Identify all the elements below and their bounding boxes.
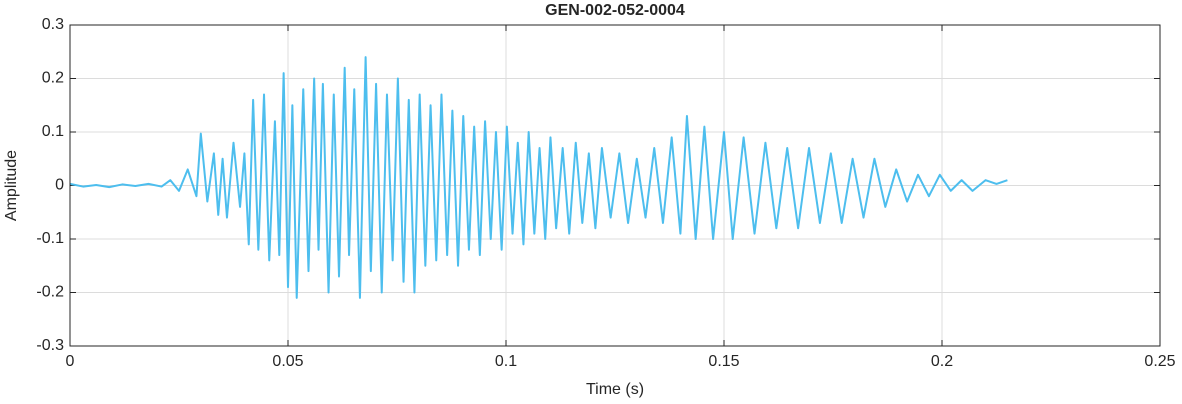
y-tick-label: 0.1	[42, 123, 64, 140]
x-tick-label: 0.25	[1144, 353, 1175, 370]
x-axis-label: Time (s)	[586, 381, 644, 398]
y-tick-label: 0	[55, 177, 64, 194]
y-tick-label: -0.3	[36, 337, 64, 354]
axes-box	[69, 24, 1161, 347]
x-tick-label: 0.05	[272, 353, 303, 370]
x-tick-label: 0.1	[495, 353, 517, 370]
x-tick-label: 0	[66, 353, 75, 370]
y-tick-label: -0.2	[36, 284, 64, 301]
y-tick-label: 0.3	[42, 16, 64, 33]
y-axis-label: Amplitude	[3, 150, 20, 221]
x-tick-label: 0.15	[708, 353, 739, 370]
waveform-line	[69, 56, 1008, 299]
x-tick-label: 0.2	[931, 353, 953, 370]
y-tick-label: 0.2	[42, 70, 64, 87]
chart-title: GEN-002-052-0004	[545, 2, 685, 19]
y-tick-label: -0.1	[36, 230, 64, 247]
